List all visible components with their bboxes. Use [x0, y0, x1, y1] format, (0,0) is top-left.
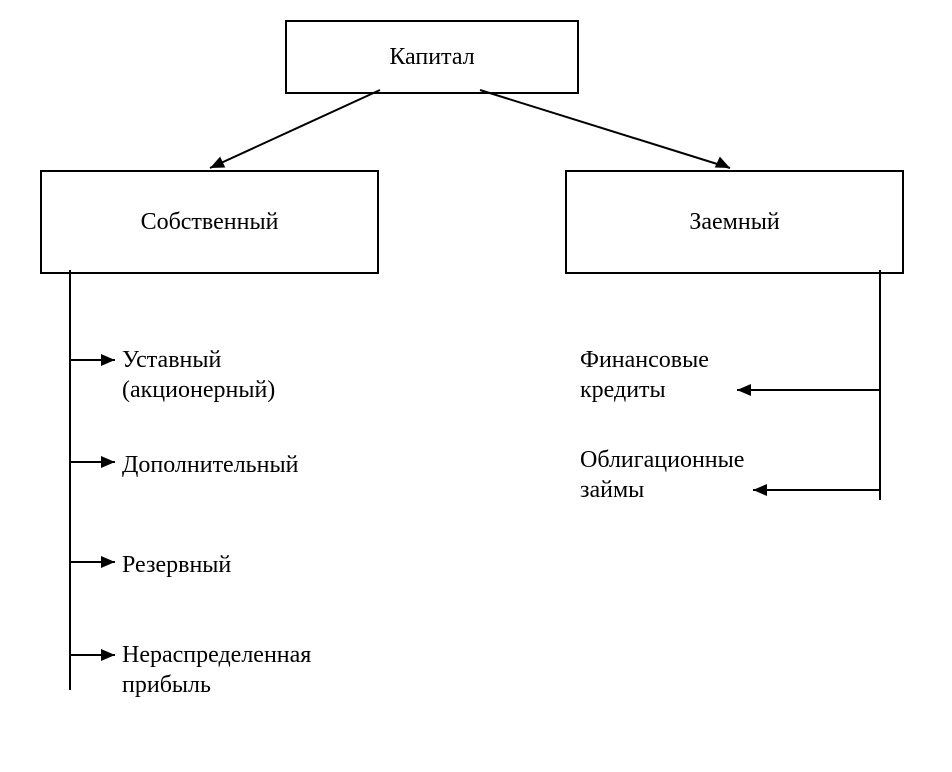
item-own-1: Уставный (акционерный): [122, 345, 275, 405]
item-loan-2: Облигационные займы: [580, 445, 744, 505]
node-own-label: Собственный: [141, 209, 279, 236]
item-loan-1: Финансовые кредиты: [580, 345, 709, 405]
node-loan-label: Заемный: [689, 209, 779, 236]
item-own-4: Нераспределенная прибыль: [122, 640, 311, 700]
node-root: Капитал: [285, 20, 579, 94]
node-root-label: Капитал: [389, 44, 474, 71]
item-own-3: Резервный: [122, 550, 231, 580]
item-own-2: Дополнительный: [122, 450, 298, 480]
node-loan: Заемный: [565, 170, 904, 274]
node-own: Собственный: [40, 170, 379, 274]
